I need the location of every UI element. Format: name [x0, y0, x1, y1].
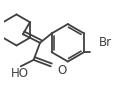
Text: Br: Br [98, 36, 111, 49]
Text: O: O [57, 64, 66, 77]
Text: HO: HO [11, 67, 29, 80]
